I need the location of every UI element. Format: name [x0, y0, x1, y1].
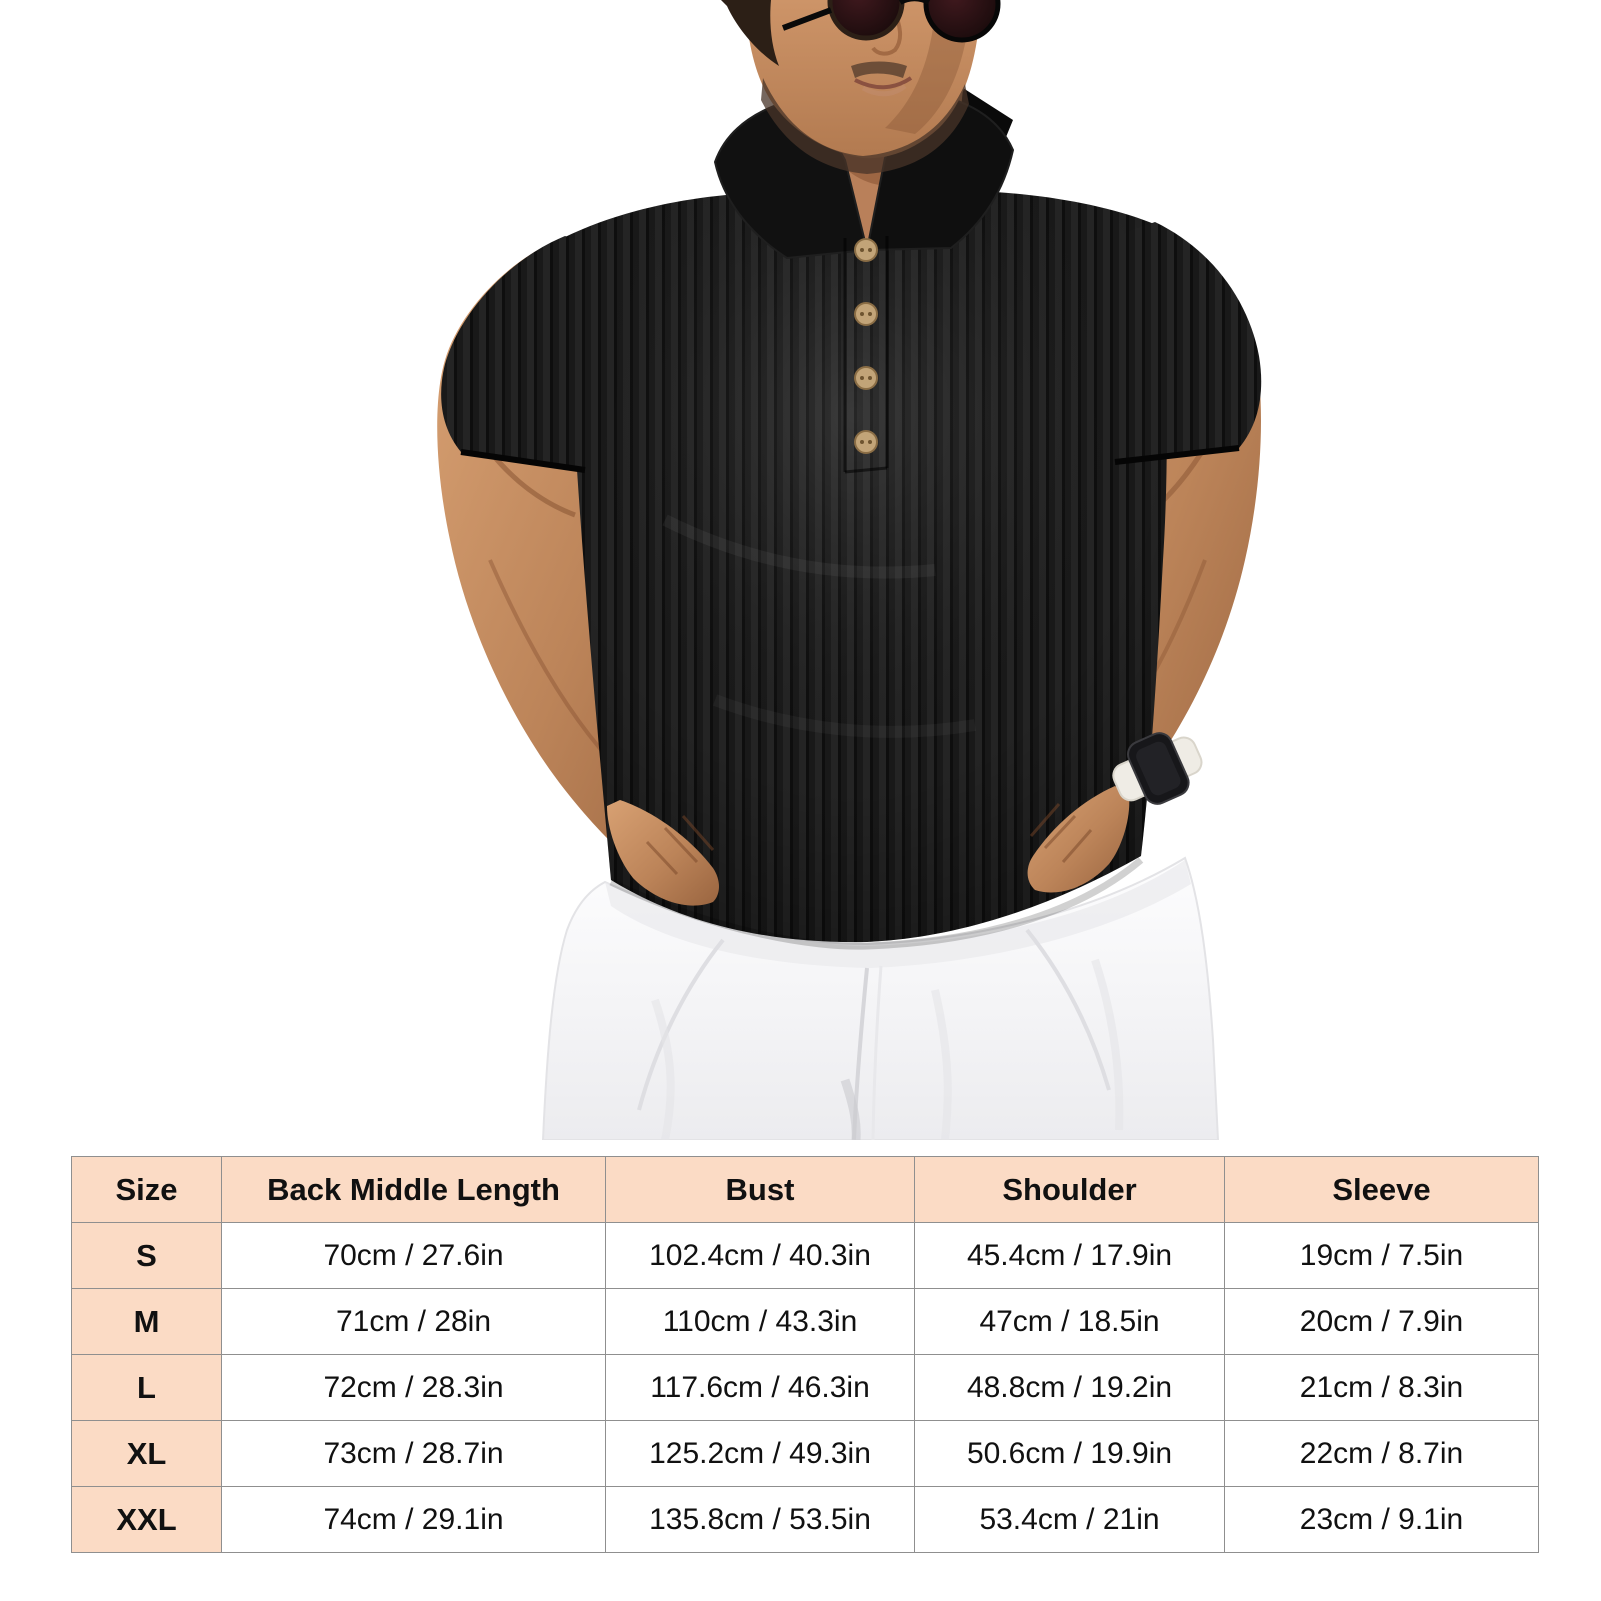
measurement-cell: 71cm / 28in: [221, 1288, 606, 1355]
table-row-s: S 70cm / 27.6in 102.4cm / 40.3in 45.4cm …: [71, 1222, 1539, 1289]
pants-waistband: [605, 860, 1191, 968]
size-cell: L: [71, 1354, 222, 1421]
measurement-cell: 110cm / 43.3in: [605, 1288, 915, 1355]
table-row-xxl: XXL 74cm / 29.1in 135.8cm / 53.5in 53.4c…: [71, 1486, 1539, 1553]
table-row-l: L 72cm / 28.3in 117.6cm / 46.3in 48.8cm …: [71, 1354, 1539, 1421]
polo-shirt-torso: [563, 190, 1167, 950]
watch: [1112, 732, 1203, 805]
measurement-cell: 50.6cm / 19.9in: [914, 1420, 1225, 1487]
left-sleeve: [441, 236, 620, 473]
table-row-m: M 71cm / 28in 110cm / 43.3in 47cm / 18.5…: [71, 1288, 1539, 1355]
sunglasses: [781, 0, 1001, 43]
button-placket: [843, 236, 889, 474]
polo-button: [854, 430, 878, 454]
column-header-size: Size: [71, 1156, 222, 1223]
measurement-cell: 117.6cm / 46.3in: [605, 1354, 915, 1421]
size-cell: S: [71, 1222, 222, 1289]
column-header-back-middle-length: Back Middle Length: [221, 1156, 606, 1223]
pocket-seam-left: [637, 938, 725, 1111]
measurement-cell: 48.8cm / 19.2in: [914, 1354, 1225, 1421]
header-row: Size Back Middle Length Bust Shoulder Sl…: [71, 1156, 1539, 1223]
column-header-shoulder: Shoulder: [914, 1156, 1225, 1223]
size-chart-table: Size Back Middle Length Bust Shoulder Sl…: [71, 1156, 1539, 1553]
watch-screen: [1136, 741, 1181, 796]
measurement-cell: 70cm / 27.6in: [221, 1222, 606, 1289]
pants: [541, 856, 1220, 1140]
left-hand: [607, 800, 719, 906]
product-photo: [437, 0, 1262, 1140]
table-row-xl: XL 73cm / 28.7in 125.2cm / 49.3in 50.6cm…: [71, 1420, 1539, 1487]
measurement-cell: 20cm / 7.9in: [1224, 1288, 1539, 1355]
size-cell: XXL: [71, 1486, 222, 1553]
polo-button: [854, 238, 878, 262]
size-cell: XL: [71, 1420, 222, 1487]
sunglasses-temple-arm: [781, 7, 833, 31]
measurement-cell: 47cm / 18.5in: [914, 1288, 1225, 1355]
measurement-cell: 21cm / 8.3in: [1224, 1354, 1539, 1421]
measurement-cell: 22cm / 8.7in: [1224, 1420, 1539, 1487]
face: [745, 0, 981, 174]
pocket-seam-right: [1025, 928, 1111, 1091]
measurement-cell: 73cm / 28.7in: [221, 1420, 606, 1487]
size-cell: M: [71, 1288, 222, 1355]
sunglasses-right-lens: [923, 0, 1001, 43]
polo-button: [854, 366, 878, 390]
measurement-cell: 135.8cm / 53.5in: [605, 1486, 915, 1553]
measurement-cell: 72cm / 28.3in: [221, 1354, 606, 1421]
measurement-cell: 74cm / 29.1in: [221, 1486, 606, 1553]
measurement-cell: 125.2cm / 49.3in: [605, 1420, 915, 1487]
measurement-cell: 23cm / 9.1in: [1224, 1486, 1539, 1553]
measurement-cell: 45.4cm / 17.9in: [914, 1222, 1225, 1289]
sunglasses-bridge: [898, 0, 931, 5]
polo-button: [854, 302, 878, 326]
measurement-cell: 102.4cm / 40.3in: [605, 1222, 915, 1289]
measurement-cell: 53.4cm / 21in: [914, 1486, 1225, 1553]
column-header-bust: Bust: [605, 1156, 915, 1223]
measurement-cell: 19cm / 7.5in: [1224, 1222, 1539, 1289]
mustache: [851, 61, 907, 78]
beard-stubble: [761, 78, 969, 174]
column-header-sleeve: Sleeve: [1224, 1156, 1539, 1223]
right-hand: [1027, 786, 1130, 893]
mouth: [854, 76, 913, 90]
right-sleeve: [1089, 222, 1262, 465]
